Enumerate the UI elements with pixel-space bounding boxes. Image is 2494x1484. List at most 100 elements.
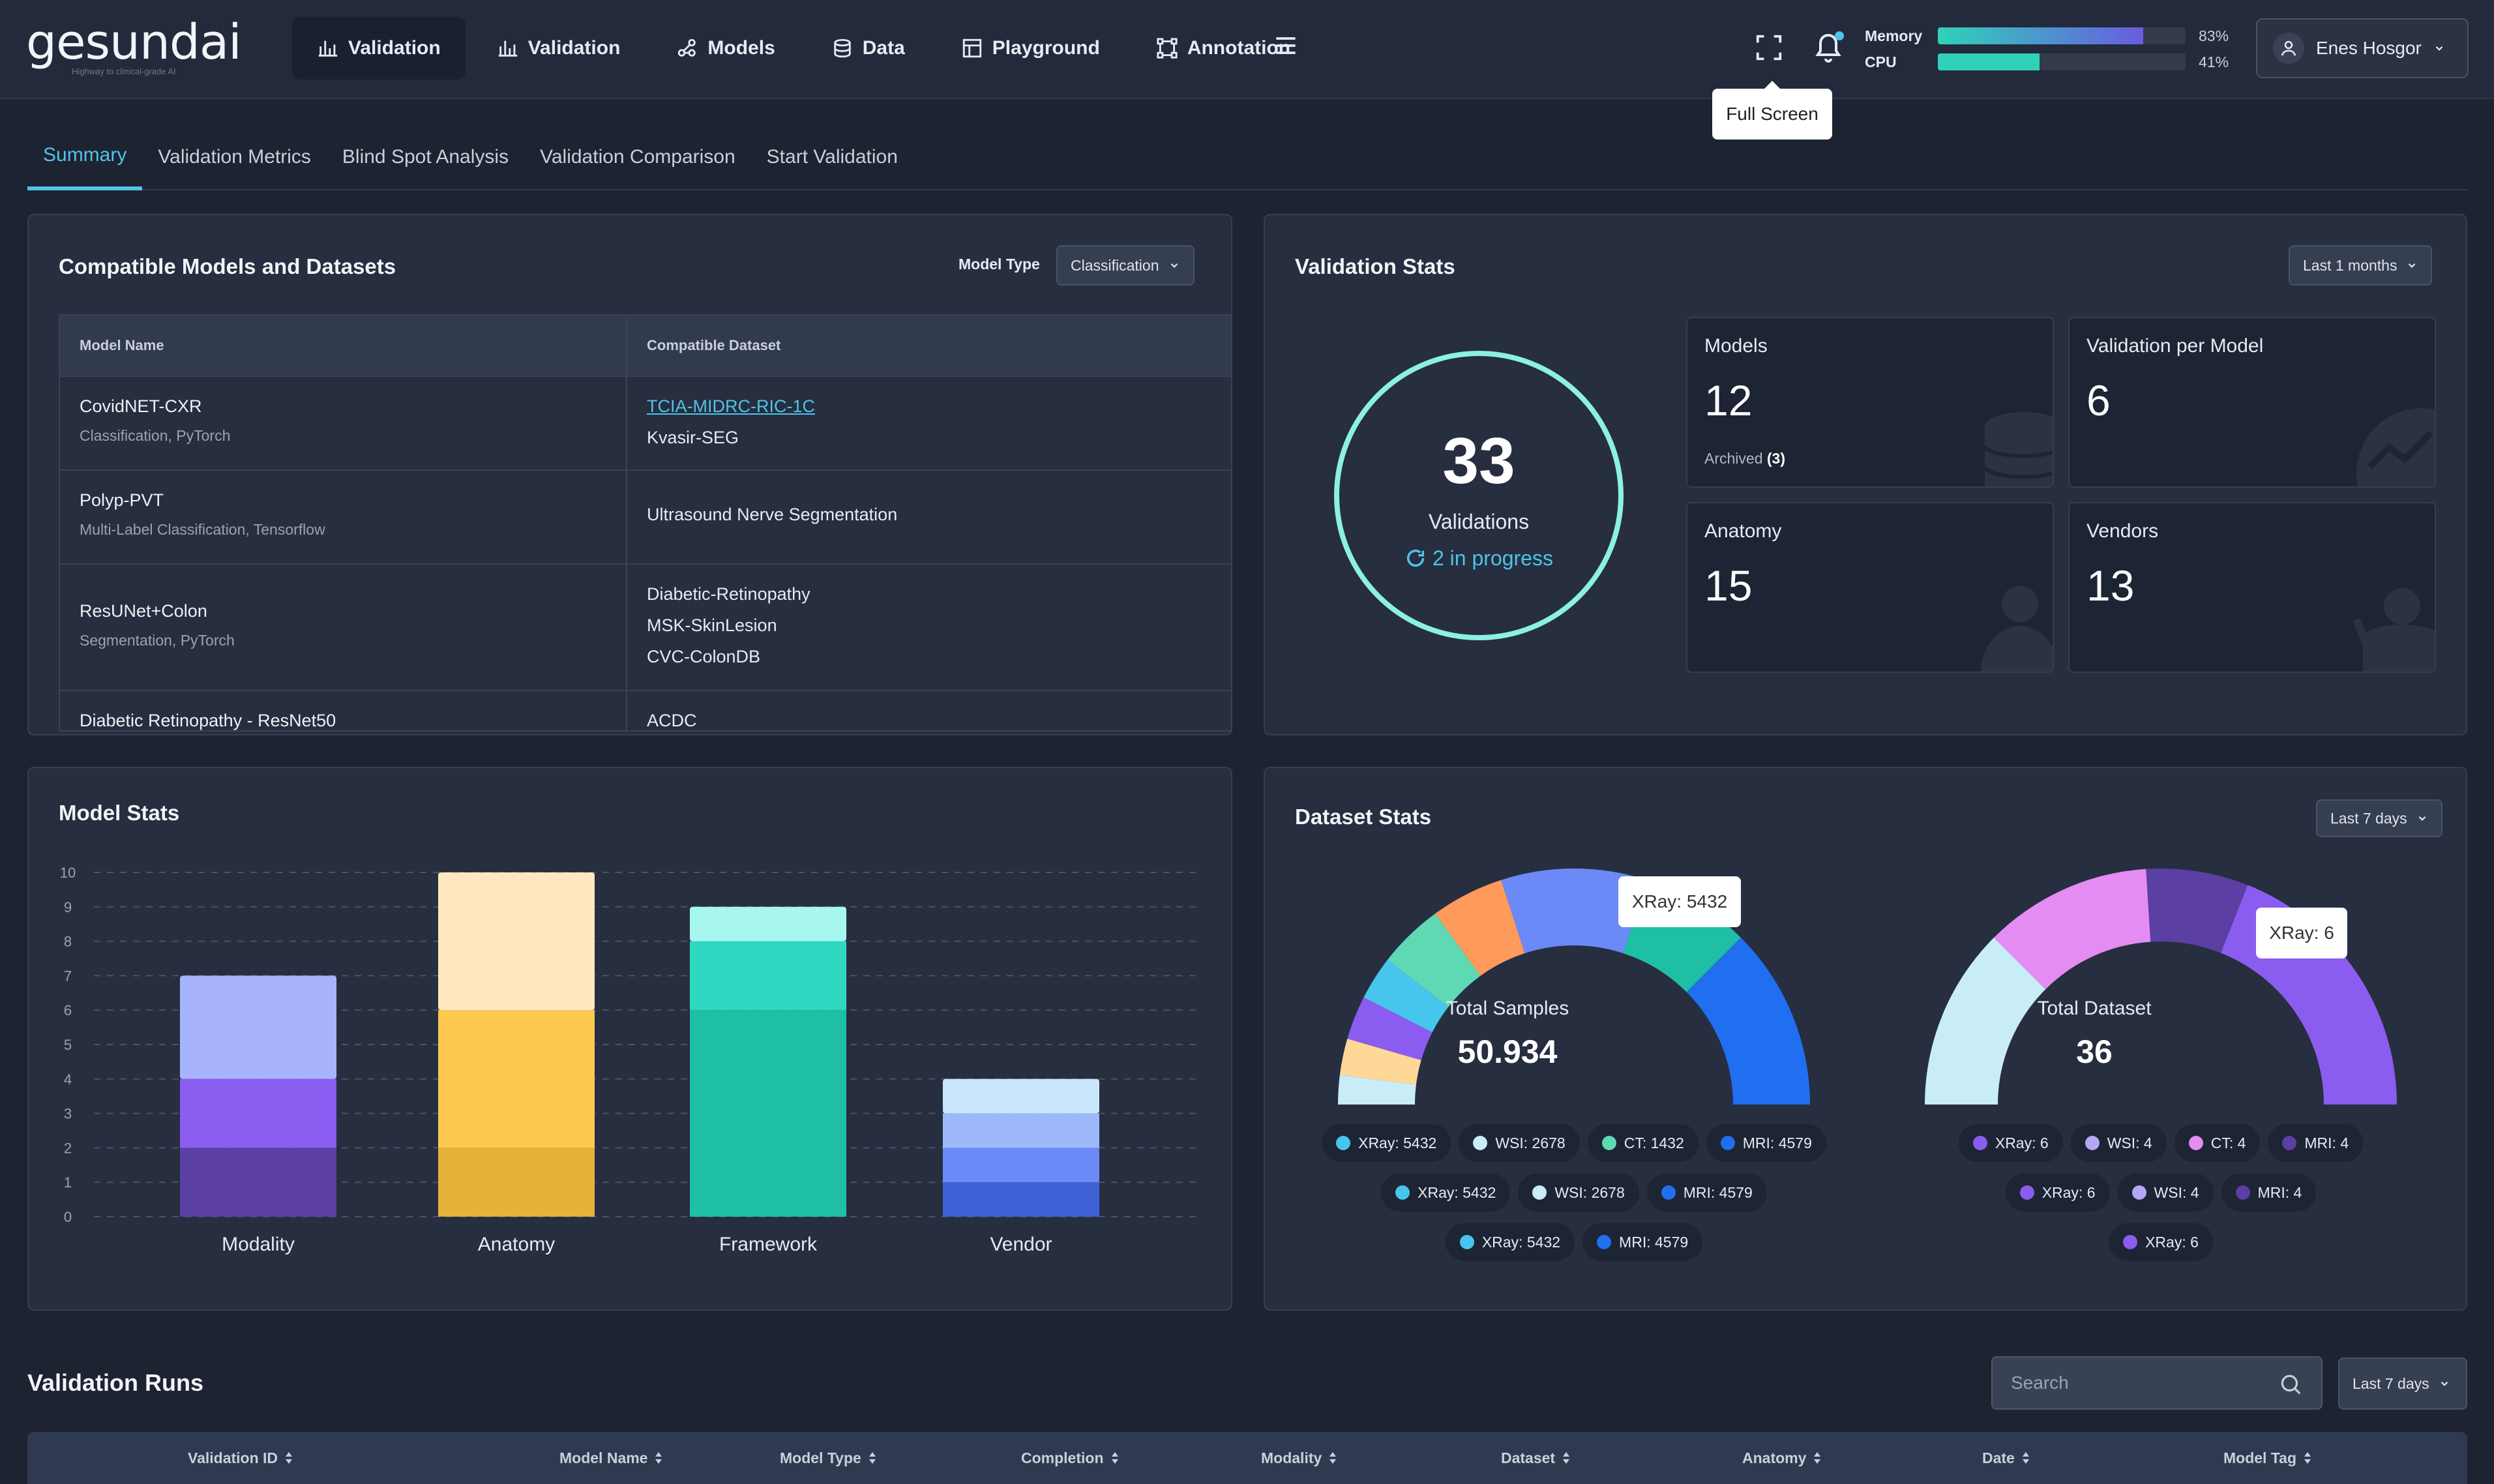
bar-chart-icon bbox=[498, 40, 517, 57]
legend-chip[interactable]: MRI: 4579 bbox=[1582, 1223, 1703, 1261]
nav-item-playground[interactable]: Playground bbox=[936, 17, 1125, 80]
nav-item-validation-active[interactable]: Validation bbox=[292, 17, 466, 80]
nav-item-annotation[interactable]: Annotation bbox=[1131, 17, 1315, 80]
notifications-button[interactable] bbox=[1813, 30, 1844, 64]
tab-start-validation[interactable]: Start Validation bbox=[766, 146, 898, 168]
chevron-down-icon bbox=[2409, 263, 2416, 268]
samples-gauge-slice[interactable] bbox=[1387, 913, 1481, 1007]
dataset-gauge-slice[interactable] bbox=[1925, 938, 2046, 1105]
bar-segment-modality[interactable] bbox=[180, 1148, 336, 1217]
legend-chip[interactable]: WSI: 2678 bbox=[1518, 1174, 1639, 1211]
bar-segment-framework[interactable] bbox=[690, 1010, 846, 1217]
tab-summary[interactable]: Summary bbox=[27, 124, 143, 190]
runs-search-input[interactable]: Search bbox=[1991, 1356, 2323, 1410]
legend-chip[interactable]: XRay: 5432 bbox=[1322, 1124, 1451, 1162]
logo[interactable]: gesundai Highway to clinical-grade AI bbox=[26, 14, 242, 76]
bar-segment-vendor[interactable] bbox=[943, 1182, 1099, 1217]
legend-dot bbox=[1336, 1136, 1351, 1150]
dataset-range-dropdown[interactable]: Last 7 days bbox=[2316, 799, 2442, 837]
bar-segment-framework[interactable] bbox=[690, 941, 846, 1011]
legend-chip[interactable]: CT: 1432 bbox=[1587, 1124, 1699, 1162]
legend-chip[interactable]: MRI: 4 bbox=[2221, 1174, 2317, 1211]
legend-label: CT: 1432 bbox=[1624, 1134, 1684, 1151]
model-type-dropdown[interactable]: Classification bbox=[1056, 245, 1195, 286]
legend-chip[interactable]: XRay: 6 bbox=[1958, 1124, 2063, 1162]
legend-chip[interactable]: CT: 4 bbox=[2174, 1124, 2261, 1162]
samples-gauge-slice[interactable] bbox=[1435, 880, 1525, 976]
layout-icon bbox=[962, 38, 981, 58]
bar-segment-vendor[interactable] bbox=[943, 1078, 1099, 1114]
tab-validation-metrics[interactable]: Validation Metrics bbox=[158, 146, 311, 168]
samples-gauge-slice[interactable] bbox=[1501, 868, 1647, 953]
bar-segment-framework[interactable] bbox=[690, 906, 846, 942]
trend-up-icon bbox=[2356, 408, 2435, 486]
compatible-panel-title: Compatible Models and Datasets bbox=[59, 254, 396, 278]
tab-validation-comparison[interactable]: Validation Comparison bbox=[540, 146, 735, 168]
nav-item-models[interactable]: Models bbox=[651, 17, 799, 80]
legend-chip[interactable]: XRay: 5432 bbox=[1381, 1174, 1511, 1211]
nav-item-validation[interactable]: Validation bbox=[472, 17, 646, 80]
user-menu-button[interactable]: Enes Hosgor bbox=[2256, 18, 2469, 78]
bar-segment-modality[interactable] bbox=[180, 1078, 336, 1148]
runs-column-model-name[interactable]: Model Name bbox=[559, 1432, 663, 1484]
legend-dot bbox=[2188, 1136, 2203, 1150]
samples-gauge-slice[interactable] bbox=[1347, 997, 1433, 1060]
legend-chip[interactable]: WSI: 4 bbox=[2117, 1174, 2214, 1211]
runs-column-dataset[interactable]: Dataset bbox=[1501, 1432, 1571, 1484]
samples-gauge-slice[interactable] bbox=[1686, 938, 1810, 1105]
y-tick-label: 6 bbox=[64, 1002, 72, 1018]
tab-blind-spot-analysis[interactable]: Blind Spot Analysis bbox=[342, 146, 509, 168]
table-row[interactable]: Diabetic Retinopathy - ResNet50 ACDC bbox=[60, 691, 1231, 730]
model-name: CovidNET-CXR bbox=[80, 396, 202, 416]
legend-chip[interactable]: MRI: 4 bbox=[2268, 1124, 2364, 1162]
model-stats-chart: 0 1 2 3 4 5 6 7 8 9 10 Modality Anatomy Framework Vend… bbox=[60, 865, 1202, 1255]
legend-chip[interactable]: XRay: 6 bbox=[2109, 1223, 2213, 1261]
legend-chip[interactable]: XRay: 6 bbox=[2005, 1174, 2110, 1211]
bar-segment-vendor[interactable] bbox=[943, 1148, 1099, 1183]
legend-dot bbox=[1459, 1235, 1474, 1249]
y-tick-label: 0 bbox=[64, 1209, 72, 1225]
runs-column-validation-id[interactable]: Validation ID bbox=[188, 1432, 293, 1484]
samples-gauge-slice[interactable] bbox=[1339, 1039, 1421, 1085]
validation-range-dropdown[interactable]: Last 1 months bbox=[2289, 245, 2433, 286]
table-row[interactable]: Polyp-PVT Multi-Label Classification, Ten… bbox=[60, 471, 1231, 565]
stat-label: Models bbox=[1704, 335, 1768, 357]
legend-chip[interactable]: WSI: 2678 bbox=[1459, 1124, 1580, 1162]
fullscreen-icon[interactable] bbox=[1754, 33, 1784, 63]
dataset-link[interactable]: TCIA-MIDRC-RIC-1C bbox=[647, 396, 815, 416]
runs-column-completion[interactable]: Completion bbox=[1021, 1432, 1120, 1484]
legend-label: MRI: 4579 bbox=[1683, 1183, 1753, 1201]
legend-row: XRay: 6 bbox=[2109, 1223, 2213, 1261]
bar-segment-anatomy[interactable] bbox=[438, 872, 595, 1011]
refresh-icon bbox=[1406, 549, 1425, 567]
samples-gauge-slice[interactable] bbox=[1363, 960, 1449, 1033]
table-row[interactable]: CovidNET-CXR Classification, PyTorch TCIA-… bbox=[60, 377, 1231, 471]
dataset-gauge-slice[interactable] bbox=[1994, 868, 2151, 990]
legend-chip[interactable]: XRay: 5432 bbox=[1445, 1223, 1575, 1261]
legend-label: XRay: 6 bbox=[1995, 1134, 2049, 1151]
runs-range-dropdown[interactable]: Last 7 days bbox=[2338, 1358, 2467, 1410]
legend-chip[interactable]: MRI: 4579 bbox=[1706, 1124, 1826, 1162]
sort-icon bbox=[2022, 1452, 2029, 1464]
logo-tagline: Highway to clinical-grade AI bbox=[72, 67, 176, 76]
bar-segment-vendor[interactable] bbox=[943, 1113, 1099, 1148]
bar-segment-anatomy[interactable] bbox=[438, 1148, 595, 1217]
runs-column-anatomy[interactable]: Anatomy bbox=[1742, 1432, 1822, 1484]
bar-segment-anatomy[interactable] bbox=[438, 1010, 595, 1148]
nav-item-data[interactable]: Data bbox=[807, 17, 930, 80]
bar-segment-modality[interactable] bbox=[180, 975, 336, 1079]
model-sub: Classification, PyTorch bbox=[80, 427, 231, 444]
legend-chip[interactable]: MRI: 4579 bbox=[1646, 1174, 1767, 1211]
legend-dot bbox=[2282, 1136, 2297, 1150]
runs-range-value: Last 7 days bbox=[2353, 1374, 2429, 1392]
hamburger-menu-icon[interactable] bbox=[1271, 31, 1300, 60]
dataset-gauge-slice[interactable] bbox=[2146, 868, 2248, 953]
database-icon bbox=[834, 38, 851, 58]
runs-column-model-tag[interactable]: Model Tag bbox=[2223, 1432, 2312, 1484]
runs-column-modality[interactable]: Modality bbox=[1261, 1432, 1337, 1484]
samples-gauge-slice[interactable] bbox=[1338, 1075, 1416, 1105]
legend-chip[interactable]: WSI: 4 bbox=[2070, 1124, 2167, 1162]
table-row[interactable]: ResUNet+Colon Segmentation, PyTorch Diabet… bbox=[60, 565, 1231, 691]
runs-column-date[interactable]: Date bbox=[1982, 1432, 2030, 1484]
runs-column-model-type[interactable]: Model Type bbox=[780, 1432, 877, 1484]
